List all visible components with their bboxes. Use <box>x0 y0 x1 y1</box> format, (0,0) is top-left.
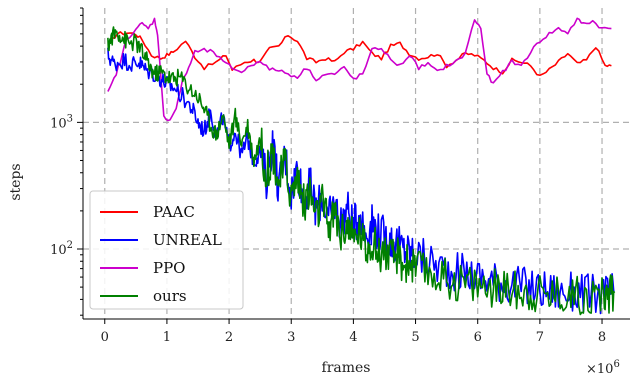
series-lines <box>107 17 616 316</box>
legend: PAAC UNREAL PPO ours <box>89 190 244 310</box>
x-axis-title: frames <box>322 360 371 376</box>
y-tick-label-base: 10 <box>50 116 67 131</box>
legend-label: ours <box>153 287 187 305</box>
series-line-paac <box>109 31 612 76</box>
x-tick-label: 3 <box>287 330 295 345</box>
y-axis-title: steps <box>8 163 24 200</box>
x-axis-multiplier-base: ×10 <box>586 362 613 377</box>
y-tick-label: 102 <box>50 240 73 258</box>
legend-label: UNREAL <box>153 231 222 249</box>
legend-label: PPO <box>153 259 185 277</box>
x-axis-multiplier: ×106 <box>586 359 620 377</box>
axes <box>82 8 630 320</box>
x-tick-label: 5 <box>411 330 419 345</box>
x-axis-multiplier-exponent: 6 <box>613 359 619 370</box>
x-tick-label: 2 <box>225 330 233 345</box>
x-tick-label: 8 <box>598 330 606 345</box>
y-tick-label-exponent: 2 <box>67 240 73 251</box>
legend-frame <box>89 190 244 310</box>
series-line-ppo <box>107 17 612 122</box>
series-line-ours <box>107 26 616 316</box>
x-tick-label: 6 <box>474 330 482 345</box>
x-tick-label: 0 <box>101 330 109 345</box>
y-tick-label-exponent: 3 <box>67 113 73 124</box>
y-tick-label-base: 10 <box>50 243 67 258</box>
y-tick-label: 103 <box>50 113 73 131</box>
x-tick-label: 7 <box>536 330 544 345</box>
legend-label: PAAC <box>153 203 195 221</box>
x-tick-label: 4 <box>349 330 357 345</box>
x-tick-label: 1 <box>163 330 171 345</box>
